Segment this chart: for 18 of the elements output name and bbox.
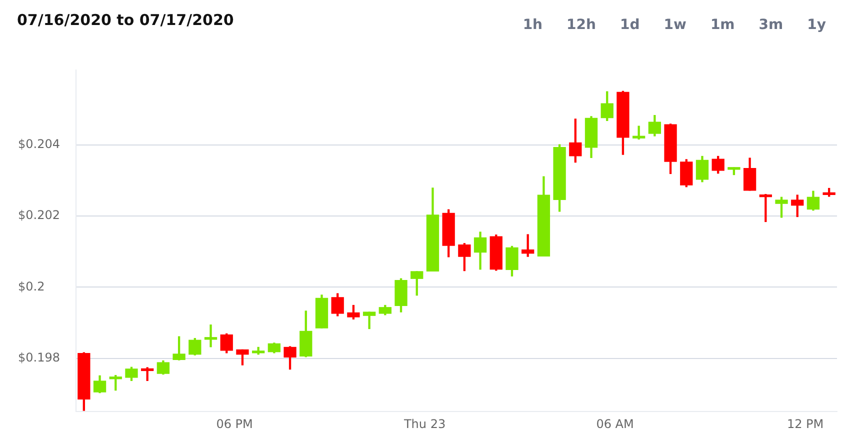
y-tick-label: $0.2 [18,279,45,294]
x-tick-label: 06 AM [596,416,634,431]
y-tick-label: $0.204 [18,137,60,152]
candlestick [204,324,218,348]
x-tick-label: Thu 23 [402,416,446,431]
text: 1d [618,16,641,35]
y-tick-label: $0.202 [18,208,60,222]
x-tick-label: 06 PM [216,416,253,431]
y-tick-label: $0.198 [18,350,60,364]
text: 1h [522,16,544,35]
text: 12h [566,16,597,35]
chart-title: 07/16/2020 to 07/17/2020 [17,11,234,29]
text: 1m [709,16,736,35]
candlestick [632,126,646,140]
text: 3m [758,16,784,35]
text: 1w [662,16,688,35]
text: 1y [806,16,827,35]
x-tick-label: 12 PM [786,416,824,431]
